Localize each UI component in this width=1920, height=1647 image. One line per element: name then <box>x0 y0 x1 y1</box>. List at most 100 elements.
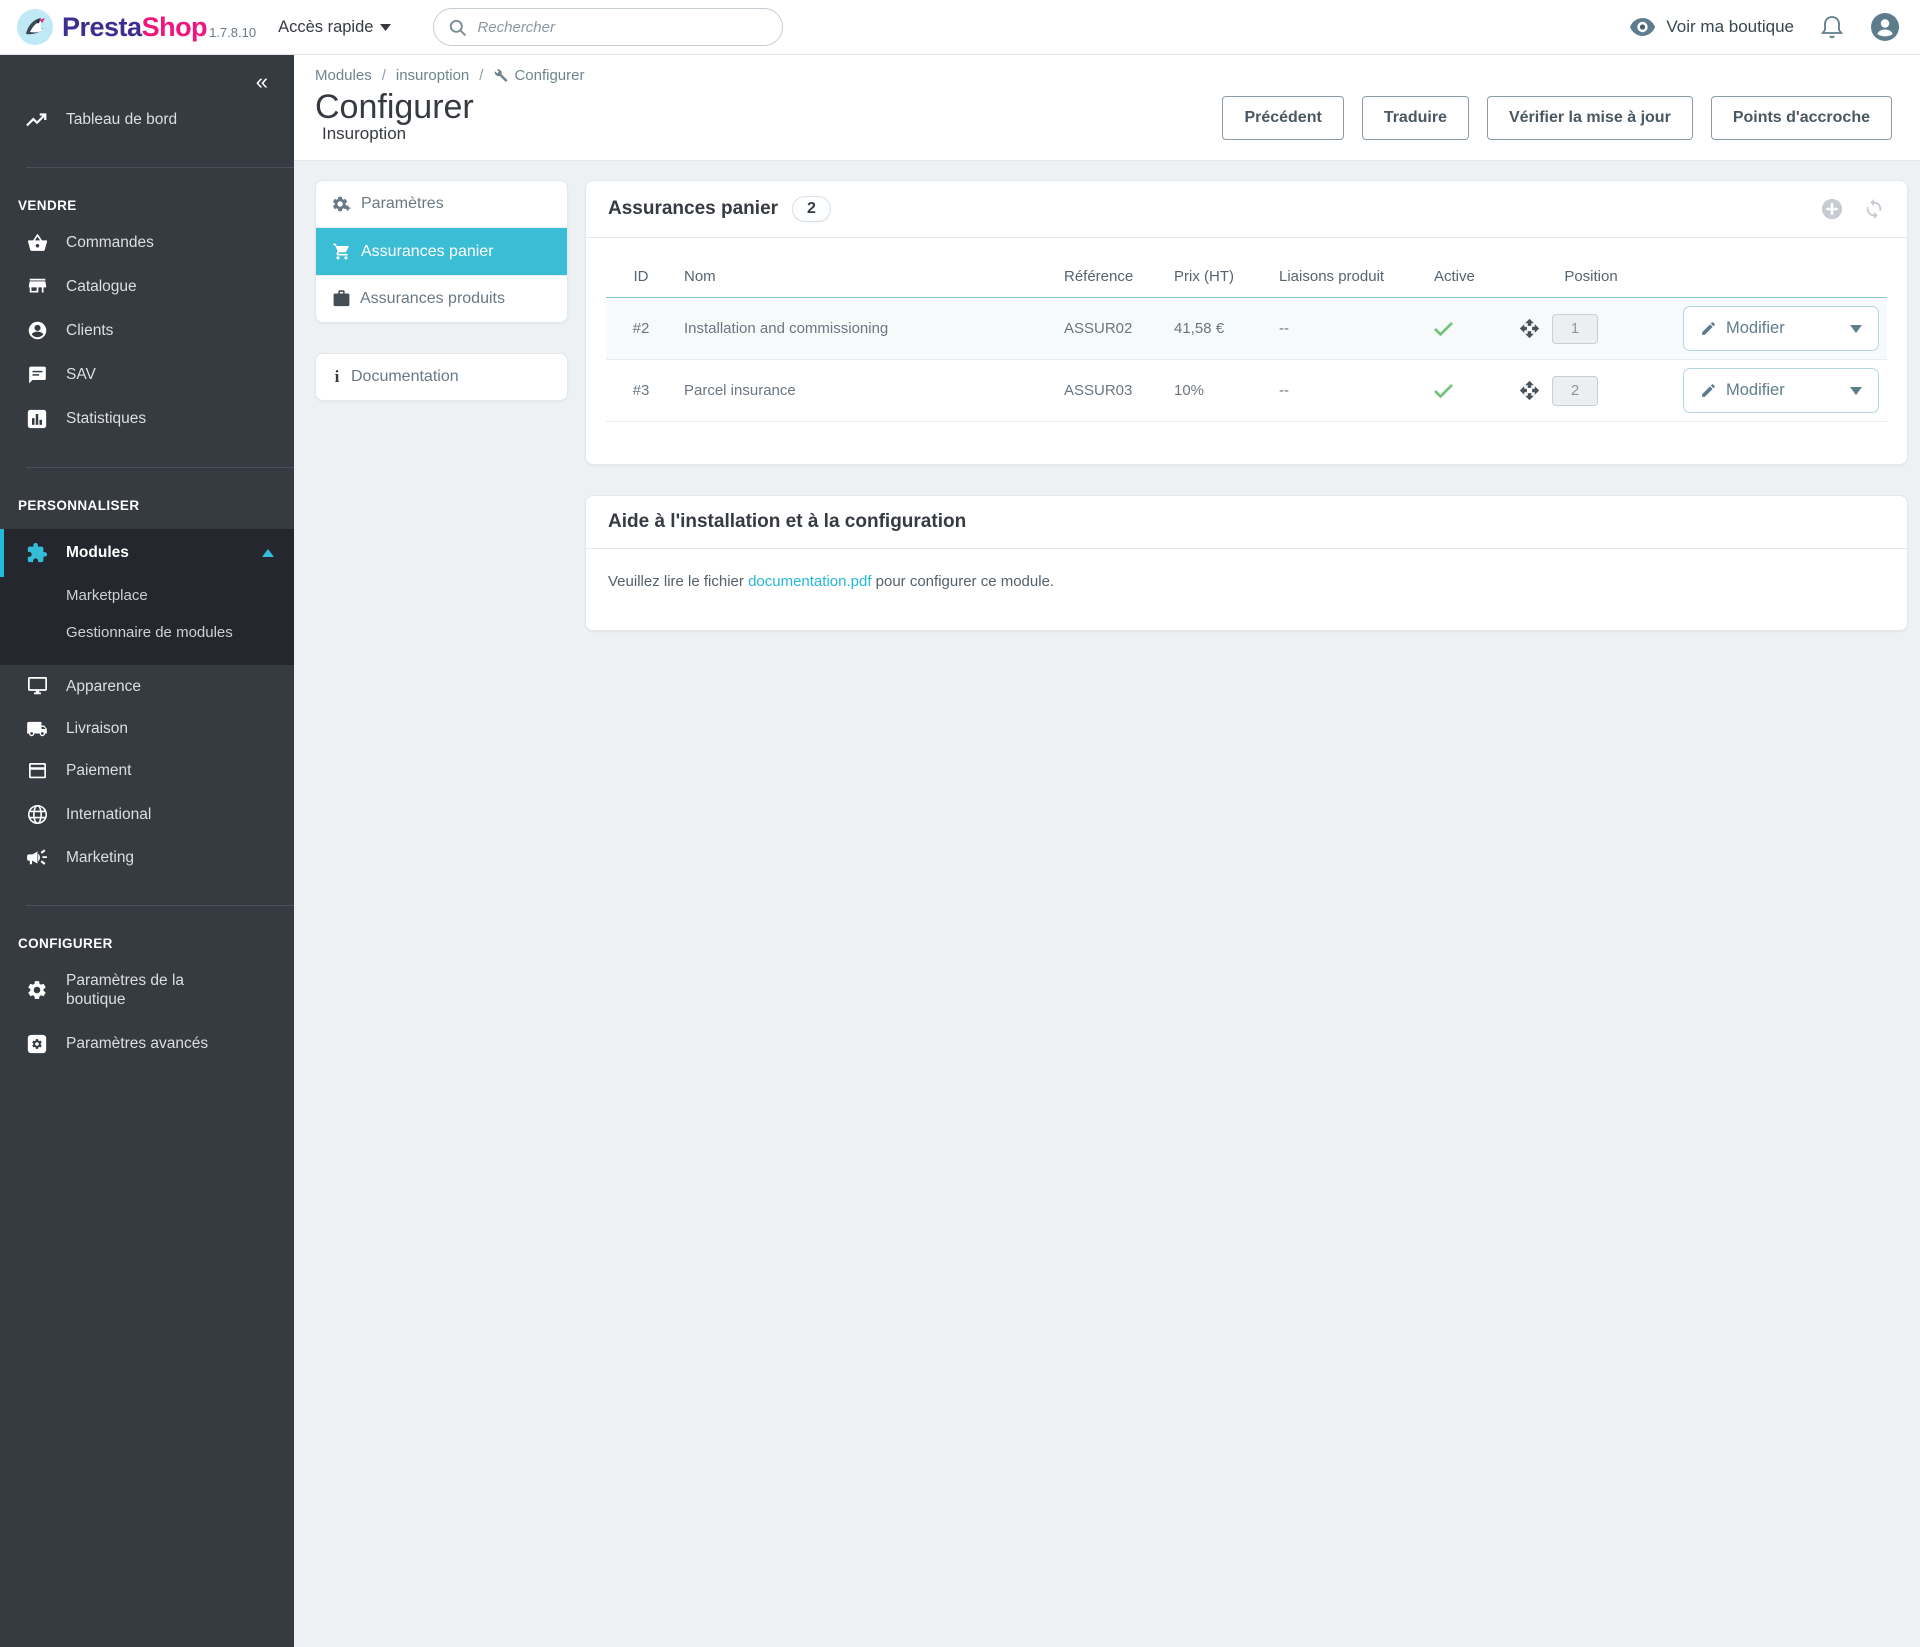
search-icon <box>448 18 467 37</box>
position-input[interactable] <box>1552 375 1598 406</box>
sidebar-item-paiement[interactable]: Paiement <box>0 750 294 792</box>
view-shop-label: Voir ma boutique <box>1666 17 1794 36</box>
translate-button[interactable]: Traduire <box>1361 96 1469 140</box>
sidebar-subitem-gestionnaire-de-modules[interactable]: Gestionnaire de modules <box>66 624 233 641</box>
title-block: Configurer Insuroption <box>315 88 474 144</box>
cell-reference: ASSUR03 <box>1056 359 1166 423</box>
tab-label: Documentation <box>351 368 459 386</box>
quick-access-dropdown[interactable]: Accès rapide <box>278 17 392 37</box>
column-header-liaisons: Liaisons produit <box>1271 252 1426 299</box>
sidebar-item-dashboard[interactable]: Tableau de bord <box>0 99 294 141</box>
sidebar-item-catalogue[interactable]: Catalogue <box>0 265 294 308</box>
brand-wordmark: PrestaShop <box>62 11 208 43</box>
sidebar-item-international[interactable]: International <box>0 792 294 837</box>
panel-header-icons <box>1821 198 1885 220</box>
sidebar-item-commandes[interactable]: Commandes <box>0 221 294 265</box>
gear-icon <box>26 979 48 1001</box>
sidebar-item-label: Paramètres de la boutique <box>66 972 185 1009</box>
pencil-icon <box>1700 382 1717 399</box>
assurances-panier-panel: Assurances panier 2 <box>585 180 1908 466</box>
search-input[interactable] <box>477 18 769 36</box>
move-handle-icon[interactable] <box>1519 380 1540 401</box>
sidebar-divider <box>26 905 294 906</box>
notifications-bell-icon[interactable] <box>1820 14 1844 40</box>
sidebar-subitem-marketplace[interactable]: Marketplace <box>66 587 148 604</box>
wrench-icon <box>493 68 508 83</box>
breadcrumb-modules[interactable]: Modules <box>315 67 372 84</box>
chevron-down-icon <box>380 23 392 31</box>
position-input[interactable] <box>1552 313 1598 344</box>
tab-assurances-panier[interactable]: Assurances panier <box>316 228 567 277</box>
documentation-card: i Documentation <box>315 353 568 402</box>
refresh-icon[interactable] <box>1863 198 1885 220</box>
config-tabs-card: Paramètres Assurances panier Assurances … <box>315 180 568 324</box>
quick-access-label: Accès rapide <box>278 17 374 36</box>
view-shop-link[interactable]: Voir ma boutique <box>1629 17 1794 37</box>
sidebar-collapse[interactable]: « <box>0 61 294 99</box>
plus-circle-icon[interactable] <box>1821 198 1843 220</box>
sidebar-item-parametres-boutique[interactable]: Paramètres de la boutique <box>0 959 294 1022</box>
cell-price: 41,58 € <box>1166 297 1271 361</box>
store-icon <box>26 277 48 296</box>
count-badge: 2 <box>792 196 831 223</box>
edit-button[interactable]: Modifier <box>1683 306 1879 352</box>
table-header-row: ID Nom Référence Prix (HT) Liaisons prod… <box>606 252 1887 299</box>
page-title: Configurer <box>315 88 474 126</box>
edit-dropdown-caret-icon[interactable] <box>1850 324 1862 333</box>
cell-actions: Modifier <box>1671 359 1887 423</box>
tab-label: Assurances produits <box>360 290 505 308</box>
edit-dropdown-caret-icon[interactable] <box>1850 386 1862 395</box>
cell-price: 10% <box>1166 359 1271 423</box>
sidebar-item-livraison[interactable]: Livraison <box>0 708 294 750</box>
sidebar-item-modules[interactable]: Modules <box>0 529 294 577</box>
check-icon <box>1434 321 1503 337</box>
sidebar-item-clients[interactable]: Clients <box>0 308 294 353</box>
cell-name: Installation and commissioning <box>676 297 1056 361</box>
tab-assurances-produits[interactable]: Assurances produits <box>316 276 567 322</box>
search-bar <box>433 8 784 46</box>
prestashop-logo[interactable]: PrestaShop <box>16 8 208 46</box>
tab-parametres[interactable]: Paramètres <box>316 181 567 229</box>
column-header-prix: Prix (HT) <box>1166 252 1271 299</box>
breadcrumb-insuroption[interactable]: insuroption <box>395 67 470 84</box>
breadcrumb-separator: / <box>479 67 484 84</box>
edit-button[interactable]: Modifier <box>1683 368 1879 414</box>
breadcrumb-current: Configurer <box>493 67 584 84</box>
cell-product-links: -- <box>1271 359 1426 423</box>
panel-header: Assurances panier 2 <box>586 181 1907 239</box>
page-header: Modules / insuroption / Configurer Confi… <box>294 55 1920 162</box>
sidebar-item-label: Paramètres avancés <box>66 1034 209 1052</box>
brand-presta: Presta <box>62 11 142 42</box>
prestashop-mascot-icon <box>16 8 54 46</box>
cell-position <box>1511 359 1671 423</box>
sidebar-item-label: Paiement <box>66 762 132 779</box>
documentation-pdf-link[interactable]: documentation.pdf <box>748 573 872 591</box>
user-avatar-icon[interactable] <box>1870 12 1900 42</box>
help-panel-header: Aide à l'installation et à la configurat… <box>586 496 1907 550</box>
sidebar-section-configurer: CONFIGURER <box>18 936 113 951</box>
sidebar: « Tableau de bord VENDRE Commandes Catal… <box>0 55 294 1647</box>
breadcrumb-current-label: Configurer <box>514 67 585 84</box>
help-panel-title: Aide à l'installation et à la configurat… <box>608 511 967 533</box>
sidebar-item-statistiques[interactable]: Statistiques <box>0 397 294 441</box>
previous-button[interactable]: Précédent <box>1222 96 1344 140</box>
tab-documentation[interactable]: i Documentation <box>316 354 567 400</box>
main-area: Modules / insuroption / Configurer Confi… <box>294 55 1920 1647</box>
hook-points-button[interactable]: Points d'accroche <box>1710 96 1892 140</box>
sidebar-section-personnaliser: PERSONNALISER <box>18 498 140 513</box>
help-panel: Aide à l'installation et à la configurat… <box>585 495 1908 632</box>
column-header-id: ID <box>606 252 676 299</box>
sidebar-item-apparence[interactable]: Apparence <box>0 665 294 708</box>
sidebar-item-marketing[interactable]: Marketing <box>0 837 294 879</box>
move-handle-icon[interactable] <box>1519 318 1540 339</box>
eye-icon <box>1629 17 1656 37</box>
cell-active <box>1426 297 1511 361</box>
briefcase-icon <box>332 290 351 308</box>
panel-title: Assurances panier <box>608 198 779 220</box>
sidebar-item-sav[interactable]: SAV <box>0 353 294 397</box>
check-update-button[interactable]: Vérifier la mise à jour <box>1486 96 1693 140</box>
sidebar-item-parametres-avances[interactable]: Paramètres avancés <box>0 1022 294 1066</box>
cell-name: Parcel insurance <box>676 359 1056 423</box>
title-row: Configurer Insuroption Précédent Traduir… <box>315 88 1892 144</box>
sidebar-divider <box>26 467 294 468</box>
